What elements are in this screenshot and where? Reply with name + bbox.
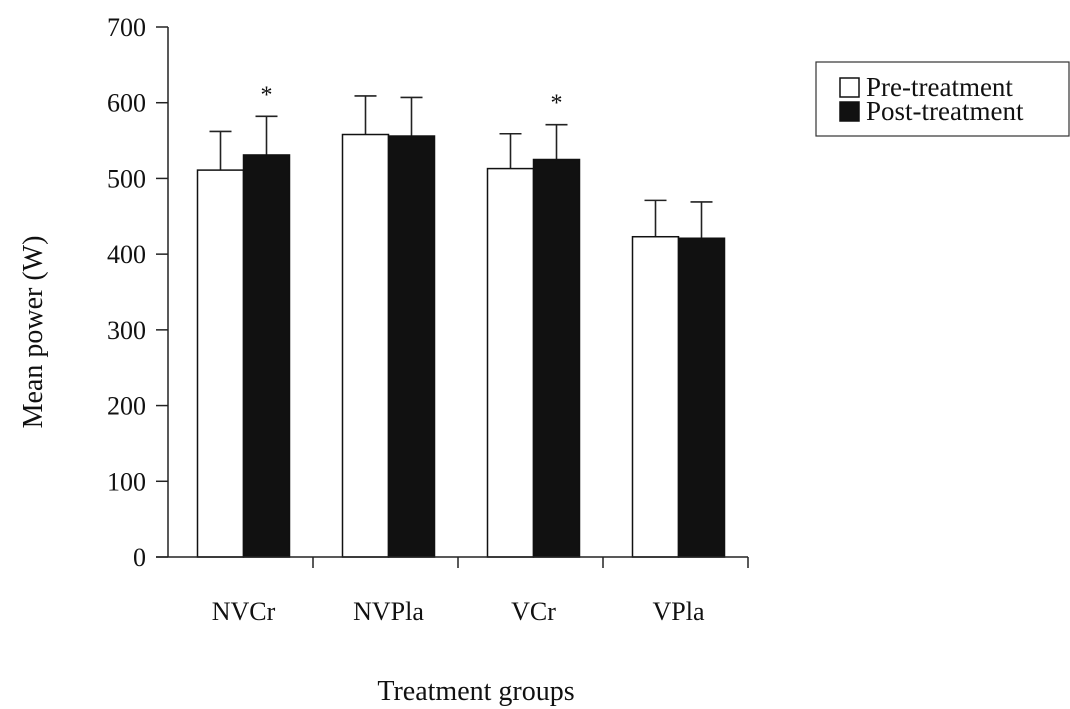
y-tick-label-0: 0 <box>133 543 146 572</box>
y-tick-label-200: 200 <box>107 392 146 421</box>
bar-nvcr-pre <box>196 169 245 558</box>
y-axis-title: Mean power (W) <box>18 236 49 429</box>
x-axis-title: Treatment groups <box>377 676 574 707</box>
axes: NVCr NVPla VCr VPla 0 100 200 300 400 500 600 700 <box>107 13 749 626</box>
bar-nvpla-post <box>387 135 436 558</box>
significance-marker-nvcr: * <box>261 82 273 108</box>
legend: Pre-treatment Post-treatment <box>815 61 1070 137</box>
y-tick-label-600: 600 <box>107 89 146 118</box>
y-tick-label-100: 100 <box>107 467 146 496</box>
plot-area: * * <box>196 82 726 558</box>
x-tick-label-nvpla: NVPla <box>353 597 424 626</box>
x-tick-label-vcr: VCr <box>511 597 556 626</box>
x-tick-label-vpla: VPla <box>653 597 705 626</box>
legend-swatch-post <box>839 101 860 122</box>
bar-vcr-pre <box>486 167 535 558</box>
x-tick-label-nvcr: NVCr <box>212 597 276 626</box>
legend-label-post: Post-treatment <box>866 96 1024 126</box>
y-tick-label-700: 700 <box>107 13 146 42</box>
bar-nvpla-pre <box>341 133 390 558</box>
bar-vpla-pre <box>631 235 680 558</box>
bar-vcr-post <box>532 158 581 558</box>
legend-box <box>815 61 1070 137</box>
y-tick-label-300: 300 <box>107 316 146 345</box>
bar-vpla-post <box>677 237 726 558</box>
legend-swatch-pre <box>839 77 860 98</box>
legend-label-pre: Pre-treatment <box>866 72 1013 102</box>
y-tick-label-400: 400 <box>107 240 146 269</box>
y-tick-label-500: 500 <box>107 164 146 193</box>
significance-marker-vcr: * <box>551 91 563 117</box>
bar-nvcr-post <box>242 154 291 558</box>
